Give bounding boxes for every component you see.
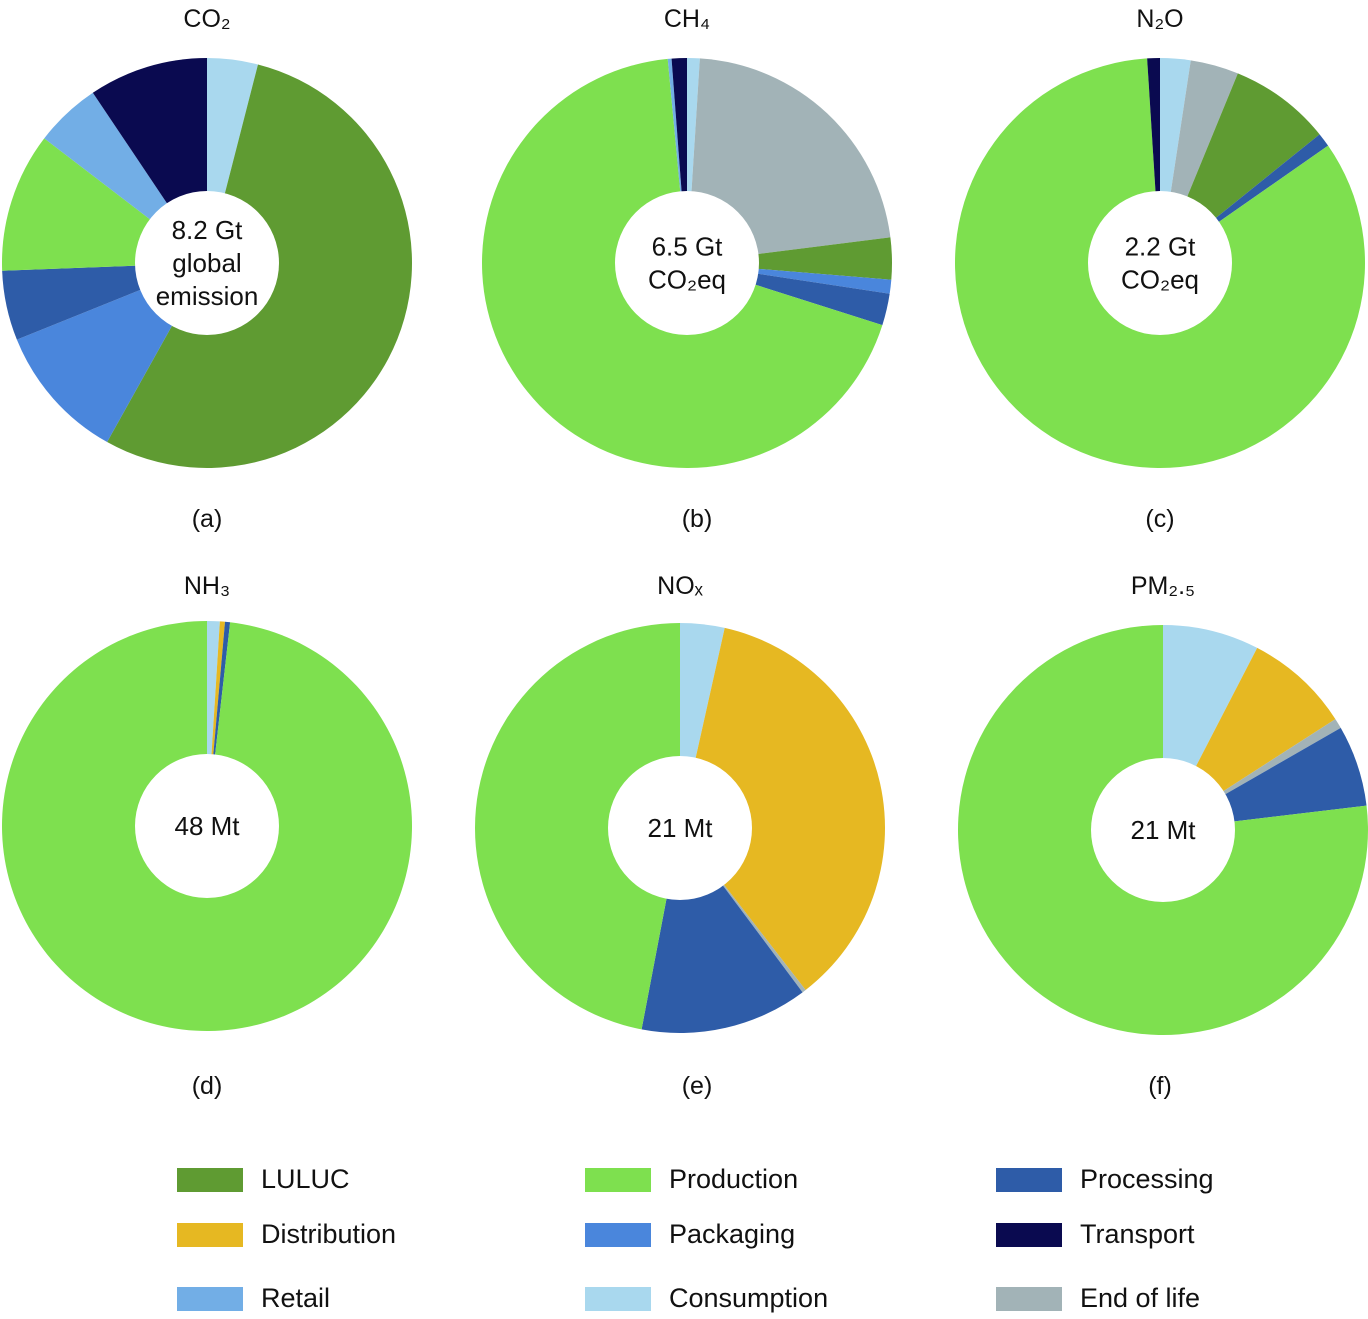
legend-item-packaging: Packaging xyxy=(585,1219,795,1250)
legend-item-production: Production xyxy=(585,1164,798,1195)
legend-item-end-of-life: End of life xyxy=(996,1283,1200,1314)
slice-distribution xyxy=(680,627,885,990)
donut-chart-3: 48 Mt NH₃ (d) xyxy=(2,572,413,1100)
slice-luluc xyxy=(687,237,893,280)
chart-title: NOₓ xyxy=(657,572,704,600)
donut-hole xyxy=(1091,758,1235,902)
legend-item-distribution: Distribution xyxy=(177,1219,396,1250)
donut-hole xyxy=(135,754,279,898)
center-label: emission xyxy=(156,281,259,311)
donut-hole xyxy=(608,756,752,900)
legend-item-luluc: LULUC xyxy=(177,1164,350,1195)
center-label: 8.2 Gt xyxy=(172,215,244,245)
legend-label: Packaging xyxy=(669,1219,796,1249)
panel-label: (a) xyxy=(192,505,223,533)
legend-label: Retail xyxy=(261,1283,331,1313)
panel-label: (f) xyxy=(1148,1072,1172,1100)
donut-hole xyxy=(615,191,759,335)
legend-swatch xyxy=(177,1222,243,1247)
center-label: CO₂eq xyxy=(648,265,726,295)
legend-label: Production xyxy=(669,1164,799,1194)
panel-label: (e) xyxy=(682,1072,713,1100)
legend-label: Distribution xyxy=(261,1219,397,1249)
legend-label: End of life xyxy=(1080,1283,1201,1313)
legend-swatch xyxy=(585,1167,651,1192)
legend-item-processing: Processing xyxy=(996,1164,1214,1195)
center-label: global xyxy=(172,248,241,278)
legend-label: Transport xyxy=(1080,1219,1195,1249)
center-label: 2.2 Gt xyxy=(1125,232,1197,262)
slice-end-of-life xyxy=(687,58,891,263)
center-label: CO₂eq xyxy=(1121,265,1199,295)
legend-swatch xyxy=(996,1286,1062,1311)
chart-title: PM₂.₅ xyxy=(1131,572,1195,600)
legend-swatch xyxy=(996,1222,1062,1247)
legend-item-consumption: Consumption xyxy=(585,1283,828,1314)
panel-label: (b) xyxy=(682,505,713,533)
chart-title: CH₄ xyxy=(664,5,710,33)
legend-label: Processing xyxy=(1080,1164,1214,1194)
legend-item-transport: Transport xyxy=(996,1219,1195,1250)
legend-swatch xyxy=(177,1167,243,1192)
center-label: 21 Mt xyxy=(647,813,713,843)
legend-label: LULUC xyxy=(261,1164,350,1194)
center-label: 48 Mt xyxy=(174,811,240,841)
chart-title: N₂O xyxy=(1136,5,1183,33)
legend-swatch xyxy=(996,1167,1062,1192)
slice-production xyxy=(474,623,680,1030)
chart-title: CO₂ xyxy=(183,5,230,33)
donut-hole xyxy=(1088,191,1232,335)
donut-hole xyxy=(135,191,279,335)
legend-swatch xyxy=(177,1286,243,1311)
chart-title: NH₃ xyxy=(184,572,230,600)
donut-chart-5: 21 Mt PM₂.₅ (f) xyxy=(957,572,1368,1100)
legend-swatch xyxy=(585,1222,651,1247)
legend-item-retail: Retail xyxy=(177,1283,330,1314)
panel-label: (c) xyxy=(1145,505,1174,533)
donut-chart-4: 21 Mt NOₓ (e) xyxy=(474,572,885,1100)
legend-label: Consumption xyxy=(669,1283,829,1313)
center-label: 6.5 Gt xyxy=(652,232,724,262)
legend-swatch xyxy=(585,1286,651,1311)
center-label: 21 Mt xyxy=(1130,815,1196,845)
panel-label: (d) xyxy=(192,1072,223,1100)
